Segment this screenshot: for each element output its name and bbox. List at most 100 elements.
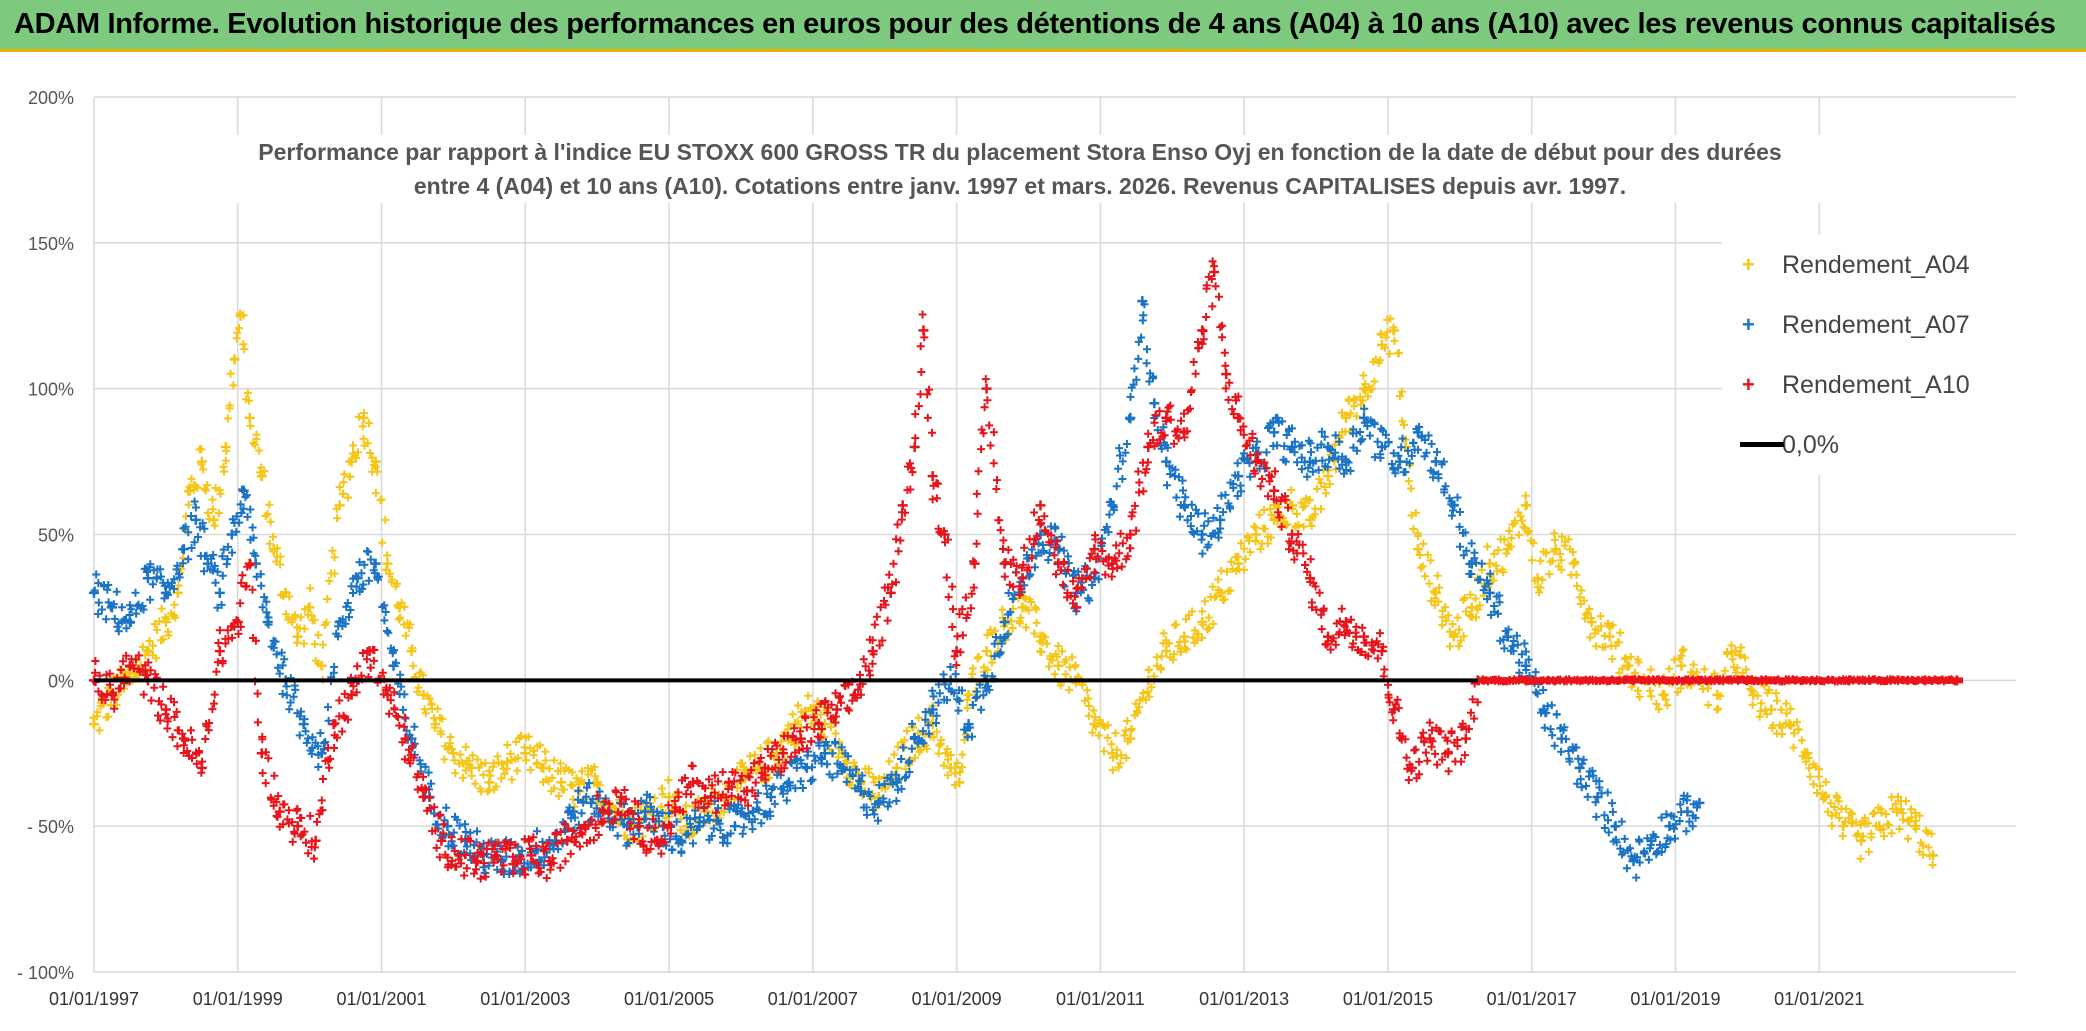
a07-point xyxy=(801,762,812,773)
a07-point xyxy=(1179,500,1190,511)
a04-point xyxy=(1928,850,1939,861)
a10-point xyxy=(400,733,411,744)
a10-point xyxy=(346,689,357,700)
a04-point xyxy=(448,748,459,759)
y-tick-label: 50% xyxy=(38,526,74,546)
a07-point xyxy=(1340,456,1351,467)
a04-point xyxy=(1017,602,1028,613)
report-title: ADAM Informe. Evolution historique des p… xyxy=(14,8,2056,40)
a04-point xyxy=(1412,544,1423,555)
a10-point xyxy=(897,500,908,511)
a07-point xyxy=(1107,500,1118,511)
a04-point xyxy=(142,646,153,657)
a10-point xyxy=(1197,325,1208,336)
a04-point xyxy=(1089,719,1100,730)
a10-point xyxy=(634,821,645,832)
a10-point xyxy=(981,383,992,394)
a07-point xyxy=(586,797,597,808)
a07-point xyxy=(202,558,213,569)
a04-point xyxy=(1430,587,1441,598)
a07-point xyxy=(765,792,776,802)
a07-point xyxy=(1125,412,1136,423)
a07-point xyxy=(124,617,135,627)
a10-point xyxy=(160,704,171,715)
a10-point xyxy=(831,704,842,715)
a04-point xyxy=(1269,514,1280,525)
a07-point xyxy=(106,602,117,613)
a07-point xyxy=(89,587,99,598)
a07-point xyxy=(226,529,237,540)
a04-point xyxy=(1874,821,1885,832)
a10-point xyxy=(1125,529,1136,540)
a10-point xyxy=(759,762,770,773)
a04-point xyxy=(592,777,603,788)
a10-point xyxy=(178,733,189,744)
a10-point xyxy=(1161,412,1172,423)
a04-point xyxy=(1784,719,1795,730)
a07-point xyxy=(837,762,848,773)
a04-point xyxy=(304,602,315,613)
a07-point xyxy=(1646,835,1657,846)
a04-point xyxy=(292,631,303,642)
a07-point xyxy=(891,777,902,788)
a04-point xyxy=(538,762,549,773)
a04-point xyxy=(1748,689,1759,700)
a04-point xyxy=(1586,617,1597,627)
x-tick-label: 01/01/2019 xyxy=(1630,989,1720,1009)
a04-point xyxy=(1340,412,1351,423)
a07-point xyxy=(1323,442,1334,452)
a04-point xyxy=(1197,617,1208,627)
a04-point xyxy=(1550,544,1561,555)
a07-point xyxy=(178,544,189,555)
a04-point xyxy=(316,660,327,671)
a04-point xyxy=(184,485,195,496)
a07-point xyxy=(142,573,153,584)
a10-point xyxy=(1442,748,1453,759)
x-tick-label: 01/01/2017 xyxy=(1487,989,1577,1009)
a10-point xyxy=(1035,500,1046,511)
a04-point xyxy=(1125,733,1136,744)
a10-point xyxy=(1269,485,1280,496)
a07-point xyxy=(352,573,363,584)
a07-point xyxy=(298,719,309,730)
a07-point xyxy=(747,806,758,817)
y-tick-label: - 50% xyxy=(27,817,74,837)
a10-point xyxy=(526,850,537,861)
a07-point xyxy=(819,748,830,759)
a04-point xyxy=(1910,821,1921,832)
a07-point xyxy=(1269,427,1280,438)
a07-point xyxy=(190,514,201,525)
a04-point xyxy=(1161,646,1172,657)
x-tick-label: 01/01/2003 xyxy=(480,989,570,1009)
a04-point xyxy=(1658,689,1669,700)
x-tick-label: 01/01/2013 xyxy=(1199,989,1289,1009)
a10-point xyxy=(1179,427,1190,438)
a07-point xyxy=(676,835,687,846)
a04-point xyxy=(954,777,965,788)
a07-point xyxy=(1376,442,1387,452)
a04-point xyxy=(89,719,99,730)
a10-point xyxy=(1323,631,1334,642)
a04-point xyxy=(502,757,513,767)
a07-point xyxy=(238,485,249,496)
plus-marker-icon: + xyxy=(1742,312,1755,337)
a04-point xyxy=(945,762,956,773)
a07-point xyxy=(1502,631,1513,642)
a07-point xyxy=(909,733,920,744)
a04-point xyxy=(1766,704,1777,715)
legend-item-a10: + Rendement_A10 xyxy=(1722,365,1970,405)
a04-point xyxy=(1035,631,1046,642)
chart-subtitle-line-1: Performance par rapport à l'indice EU ST… xyxy=(258,139,1782,165)
a04-point xyxy=(1712,689,1723,700)
a07-point xyxy=(729,821,740,832)
a10-point xyxy=(544,856,555,867)
a10-point xyxy=(328,719,339,730)
a04-point xyxy=(280,587,291,598)
a07-point xyxy=(963,719,974,730)
a04-point xyxy=(981,646,992,657)
a04-point xyxy=(556,777,567,788)
a04-point xyxy=(1107,748,1118,759)
a10-point xyxy=(310,835,321,846)
a04-point xyxy=(208,514,219,525)
a10-point xyxy=(867,646,878,657)
